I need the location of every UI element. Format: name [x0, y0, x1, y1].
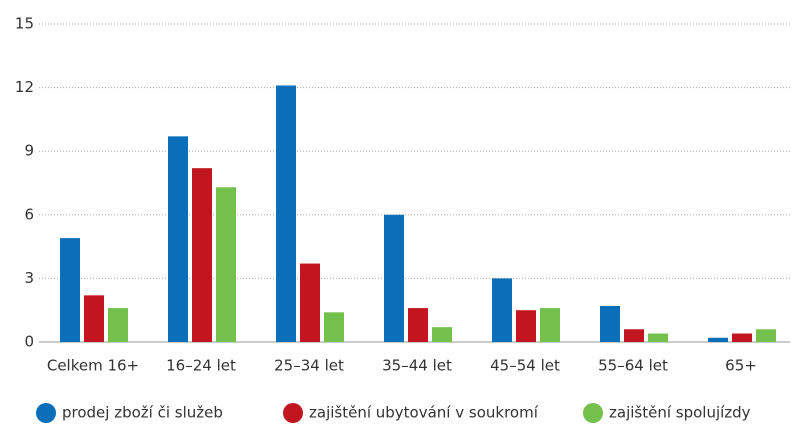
legend-label: zajištění spolujízdy	[609, 404, 751, 422]
y-tick-label: 0	[24, 333, 34, 351]
bar	[732, 333, 752, 342]
bar	[192, 168, 212, 342]
bar	[756, 329, 776, 342]
x-tick-label: 25–34 let	[274, 357, 344, 375]
x-tick-label: 55–64 let	[598, 357, 668, 375]
bar	[492, 278, 512, 342]
bar	[300, 263, 320, 342]
y-tick-label: 9	[24, 142, 34, 160]
legend-marker	[283, 403, 303, 423]
bar	[648, 333, 668, 342]
bar	[624, 329, 644, 342]
legend-marker	[36, 403, 56, 423]
legend-label: prodej zboží či služeb	[62, 404, 223, 422]
bar	[516, 310, 536, 342]
x-tick-label: 65+	[725, 357, 757, 375]
bar	[540, 308, 560, 342]
bar	[600, 305, 620, 342]
bar	[708, 337, 728, 342]
x-tick-label: Celkem 16+	[47, 357, 139, 375]
y-tick-label: 6	[24, 205, 34, 223]
x-tick-label: 45–54 let	[490, 357, 560, 375]
x-tick-label: 16–24 let	[166, 357, 236, 375]
x-tick-label: 35–44 let	[382, 357, 452, 375]
bar	[84, 295, 104, 342]
bar	[60, 238, 80, 342]
bar	[216, 187, 236, 342]
bar	[168, 136, 188, 342]
legend-label: zajištění ubytování v soukromí	[309, 404, 539, 422]
y-tick-label: 15	[15, 15, 34, 33]
bar	[324, 312, 344, 342]
bar	[276, 85, 296, 342]
bar	[432, 327, 452, 342]
bar	[408, 308, 428, 342]
bar	[108, 308, 128, 342]
legend-marker	[583, 403, 603, 423]
bar	[384, 214, 404, 342]
y-tick-label: 12	[15, 78, 34, 96]
y-tick-label: 3	[24, 269, 34, 287]
